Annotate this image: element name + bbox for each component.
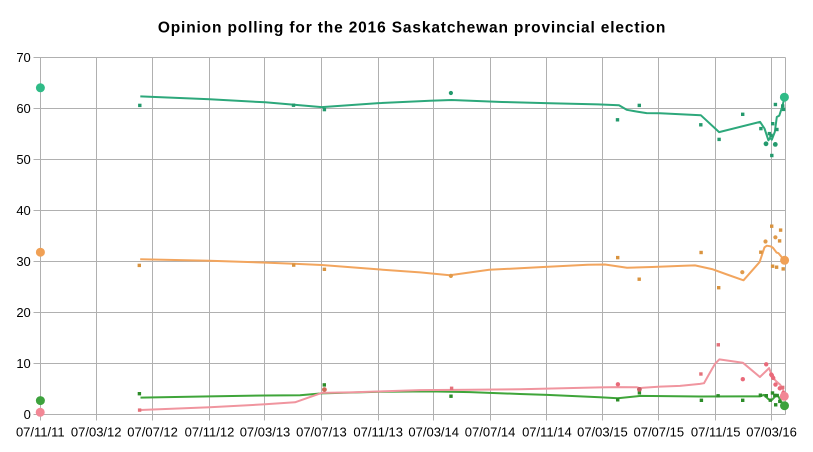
svg-text:07/11/13: 07/11/13 bbox=[353, 425, 403, 440]
svg-text:60: 60 bbox=[16, 101, 30, 116]
svg-text:70: 70 bbox=[16, 50, 30, 65]
svg-text:07/03/14: 07/03/14 bbox=[408, 425, 459, 440]
svg-text:07/07/14: 07/07/14 bbox=[465, 425, 516, 440]
svg-text:07/03/12: 07/03/12 bbox=[71, 425, 122, 440]
svg-text:07/03/16: 07/03/16 bbox=[746, 425, 797, 440]
svg-text:07/03/15: 07/03/15 bbox=[577, 425, 628, 440]
svg-text:Opinion polling for the 2016 S: Opinion polling for the 2016 Saskatchewa… bbox=[158, 19, 666, 36]
svg-text:30: 30 bbox=[16, 254, 30, 269]
svg-text:07/07/15: 07/07/15 bbox=[633, 425, 684, 440]
svg-text:07/11/12: 07/11/12 bbox=[185, 425, 235, 440]
svg-text:07/03/13: 07/03/13 bbox=[240, 425, 291, 440]
svg-text:10: 10 bbox=[16, 356, 30, 371]
svg-text:40: 40 bbox=[16, 203, 30, 218]
svg-text:07/11/11: 07/11/11 bbox=[16, 425, 65, 440]
svg-text:0: 0 bbox=[24, 407, 31, 422]
svg-text:20: 20 bbox=[16, 305, 30, 320]
svg-text:07/07/12: 07/07/12 bbox=[127, 425, 178, 440]
svg-text:50: 50 bbox=[16, 152, 30, 167]
svg-text:07/07/13: 07/07/13 bbox=[296, 425, 347, 440]
svg-text:07/11/15: 07/11/15 bbox=[691, 425, 741, 440]
svg-text:07/11/14: 07/11/14 bbox=[522, 425, 572, 440]
